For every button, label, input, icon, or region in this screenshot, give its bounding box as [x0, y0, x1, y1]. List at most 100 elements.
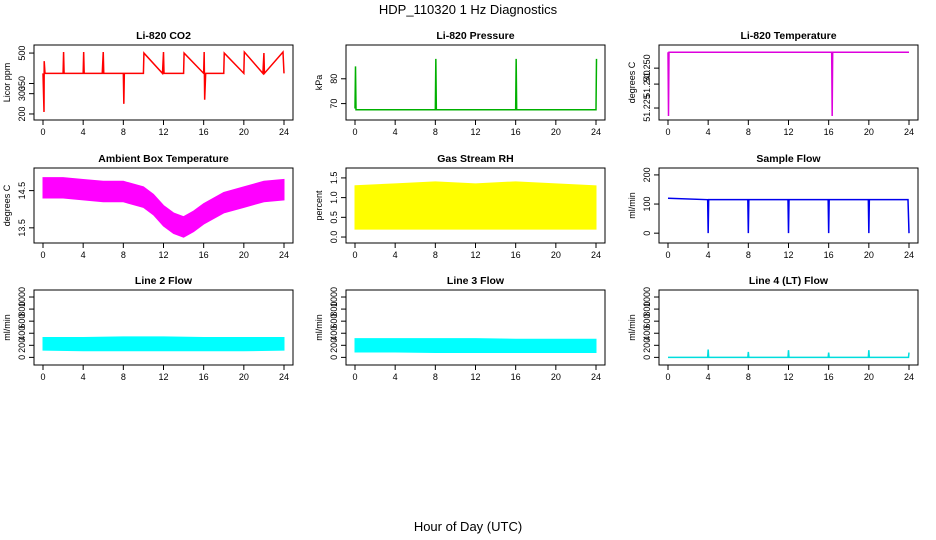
y-axis-label: ml/min: [627, 314, 637, 341]
panel-title: Line 4 (LT) Flow: [749, 275, 829, 287]
x-tick-label: 0: [352, 127, 357, 137]
y-axis-label: kPa: [314, 75, 324, 91]
y-tick-label: 800: [329, 302, 339, 317]
y-tick-label: 1.5: [329, 172, 339, 185]
plot-frame: [33, 289, 294, 366]
y-axis-label: degrees C: [627, 61, 637, 103]
x-tick-label: 8: [121, 127, 126, 137]
y-tick-label: 13.5: [17, 219, 27, 237]
x-tick-label: 16: [824, 250, 834, 260]
x-tick-label: 0: [665, 250, 670, 260]
x-tick-label: 24: [279, 127, 289, 137]
x-tick-label: 4: [81, 127, 86, 137]
panel-9: Line 4 (LT) Flow ml/min 0 4 8 12 16 20 24 0 200400…: [627, 275, 919, 382]
y-tick-label: 51.250: [642, 54, 652, 82]
series-band: [354, 181, 597, 230]
y-axis-label: Licor ppm: [2, 63, 12, 103]
x-tick-label: 12: [783, 127, 793, 137]
y-tick-label: 200: [642, 338, 652, 353]
y-tick-label: 800: [17, 302, 27, 317]
panel-title: Li-820 Pressure: [436, 30, 514, 42]
y-tick-label: 600: [329, 314, 339, 329]
y-tick-label: 100: [642, 197, 652, 212]
panel-8: Line 3 Flow ml/min 0 4 8 12 16 20 24 0 20040060080…: [314, 275, 606, 382]
y-tick-label: 1.0: [329, 191, 339, 204]
y-tick-label: 1000: [329, 287, 339, 307]
panel-6: Sample Flow ml/min 0 4 8 12 16 20 24 0 100 200: [627, 153, 919, 260]
x-tick-label: 16: [511, 127, 521, 137]
x-tick-label: 4: [81, 250, 86, 260]
x-tick-label: 20: [551, 127, 561, 137]
series-line: [667, 51, 909, 117]
series-band: [42, 336, 285, 352]
plot-frame: [345, 289, 606, 366]
x-tick-label: 8: [121, 372, 126, 382]
x-tick-label: 24: [904, 250, 914, 260]
x-tick-label: 4: [393, 250, 398, 260]
x-tick-label: 4: [706, 127, 711, 137]
panel-title: Li-820 CO2: [136, 30, 191, 42]
y-tick-label: 600: [17, 314, 27, 329]
x-tick-label: 12: [470, 127, 480, 137]
x-tick-label: 24: [904, 127, 914, 137]
y-axis-label: ml/min: [2, 314, 12, 341]
panel-7: Line 2 Flow ml/min 0 4 8 12 16 20 24 0 20040060080…: [2, 275, 294, 382]
series-line: [354, 58, 598, 111]
y-axis-label: ml/min: [627, 192, 637, 219]
x-tick-label: 12: [783, 250, 793, 260]
plot-frame: [345, 44, 606, 121]
plot-frame: [658, 44, 919, 121]
x-tick-label: 16: [511, 250, 521, 260]
y-tick-label: 500: [17, 46, 27, 61]
y-tick-label: 200: [17, 106, 27, 121]
y-tick-label: 200: [642, 167, 652, 182]
x-tick-label: 8: [746, 127, 751, 137]
panel-title: Gas Stream RH: [437, 153, 513, 165]
x-tick-label: 4: [393, 127, 398, 137]
x-tick-label: 20: [864, 127, 874, 137]
y-tick-label: 200: [17, 338, 27, 353]
series-line: [42, 50, 285, 112]
x-tick-label: 8: [433, 250, 438, 260]
y-tick-label: 14.5: [17, 182, 27, 200]
x-tick-label: 24: [904, 372, 914, 382]
x-tick-label: 20: [551, 372, 561, 382]
panel-title: Ambient Box Temperature: [98, 153, 229, 165]
x-tick-label: 20: [239, 250, 249, 260]
x-tick-label: 24: [591, 372, 601, 382]
panel-2: Li-820 Pressure kPa 0 4 8 12 16 20 24 70 80: [314, 30, 606, 137]
x-tick-label: 24: [279, 250, 289, 260]
series-band: [42, 177, 285, 238]
y-tick-label: 400: [329, 326, 339, 341]
x-tick-label: 0: [40, 127, 45, 137]
x-tick-label: 0: [665, 127, 670, 137]
x-tick-label: 12: [783, 372, 793, 382]
x-tick-label: 16: [824, 372, 834, 382]
panel-title: Li-820 Temperature: [740, 30, 836, 42]
series-band: [354, 338, 597, 354]
x-tick-label: 16: [824, 127, 834, 137]
x-tick-label: 12: [158, 250, 168, 260]
panel-4: Ambient Box Temperature degrees C 0 4 8 12 16 2…: [2, 153, 294, 260]
x-tick-label: 24: [591, 250, 601, 260]
y-tick-label: 1000: [17, 287, 27, 307]
panel-3: Li-820 Temperature degrees C 0 4 8 12 16 20 24 51…: [627, 30, 919, 137]
x-tick-label: 0: [40, 372, 45, 382]
x-tick-label: 20: [239, 372, 249, 382]
y-tick-label: 51.240: [642, 70, 652, 98]
y-tick-label: 400: [642, 326, 652, 341]
x-axis-title: Hour of Day (UTC): [414, 519, 522, 534]
x-tick-label: 20: [864, 250, 874, 260]
y-tick-label: 51.225: [642, 94, 652, 122]
x-tick-label: 20: [239, 127, 249, 137]
y-tick-label: 600: [642, 314, 652, 329]
series-line: [667, 197, 910, 234]
y-tick-label: 0: [642, 355, 652, 360]
x-tick-label: 12: [470, 372, 480, 382]
y-tick-label: 350: [17, 76, 27, 91]
y-axis-label: degrees C: [2, 184, 12, 226]
x-tick-label: 8: [433, 127, 438, 137]
x-tick-label: 4: [393, 372, 398, 382]
y-axis-label: ml/min: [314, 314, 324, 341]
